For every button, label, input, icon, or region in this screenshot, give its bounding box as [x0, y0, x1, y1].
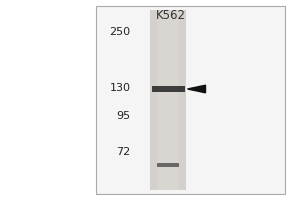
Text: 72: 72 — [116, 147, 130, 157]
Text: 130: 130 — [110, 83, 130, 93]
Bar — [150, 10, 186, 190]
Text: K562: K562 — [156, 9, 186, 22]
Text: 250: 250 — [110, 27, 130, 37]
Bar — [157, 10, 179, 190]
Bar — [96, 6, 285, 194]
Text: 95: 95 — [116, 111, 130, 121]
Bar — [157, 163, 179, 167]
Bar — [152, 86, 184, 92]
Polygon shape — [188, 85, 206, 93]
